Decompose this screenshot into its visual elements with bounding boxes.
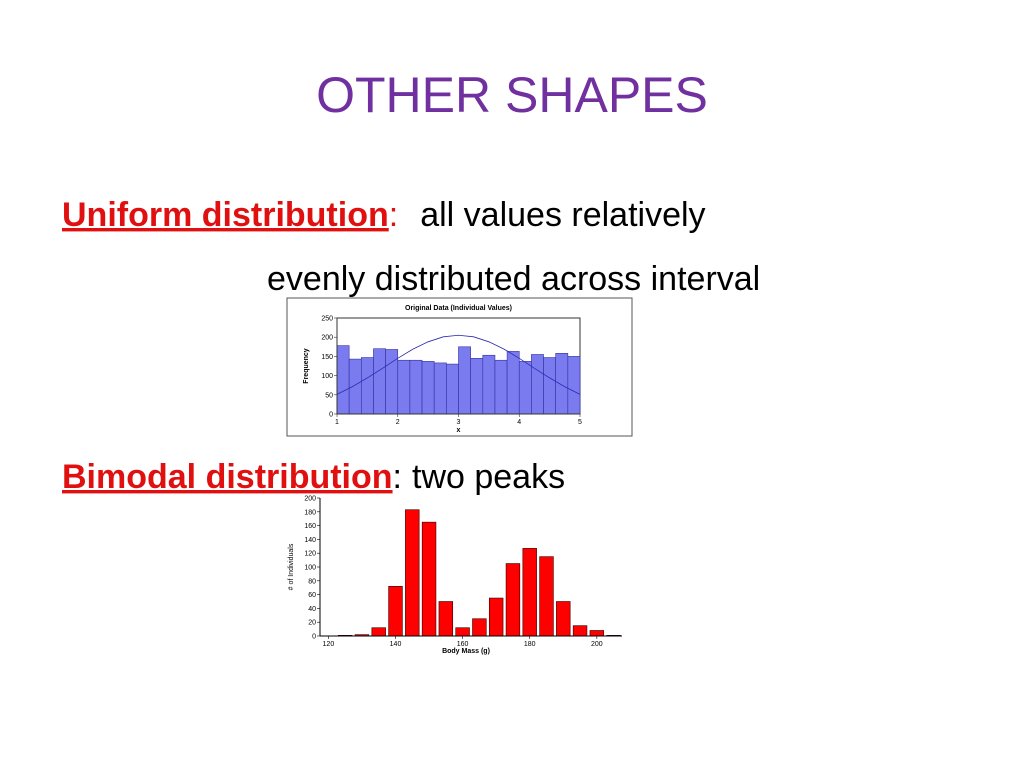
bar — [458, 346, 471, 415]
bar — [567, 356, 581, 415]
y-tick-label: 60 — [308, 592, 316, 599]
bar — [494, 359, 508, 415]
bar — [556, 601, 571, 637]
bar — [360, 357, 374, 415]
y-tick-label: 250 — [321, 316, 333, 323]
y-tick-label: 80 — [308, 578, 316, 585]
bar — [555, 353, 569, 415]
bar — [373, 348, 386, 415]
x-tick-label: 2 — [396, 419, 400, 426]
bar — [409, 359, 423, 415]
bar — [421, 361, 435, 415]
x-tick-label: 180 — [524, 641, 536, 648]
item-text: two peaks — [412, 458, 565, 496]
y-tick-label: 0 — [312, 634, 316, 641]
bar — [539, 556, 554, 637]
bar — [522, 548, 537, 637]
bar — [543, 357, 556, 415]
item-text: evenly distributed across interval — [267, 260, 760, 298]
bar — [371, 627, 386, 637]
x-axis-label: Body Mass (g) — [442, 648, 490, 655]
bar — [505, 563, 521, 637]
x-axis-label: x — [457, 427, 461, 434]
y-axis-label: Frequency — [303, 348, 310, 384]
bar — [518, 361, 532, 415]
y-tick-label: 160 — [304, 523, 316, 530]
bar — [482, 354, 496, 415]
bar — [336, 345, 350, 415]
bar — [589, 630, 605, 637]
chart-title: Original Data (Individual Values) — [405, 305, 512, 312]
bar — [506, 351, 520, 415]
bar — [388, 586, 403, 637]
bar — [405, 509, 420, 637]
x-tick-label: 5 — [578, 419, 582, 426]
term: Uniform distribution — [62, 196, 389, 234]
item: Uniform distribution: all values relative… — [62, 196, 706, 234]
y-tick-label: 120 — [304, 551, 316, 558]
slide-title: OTHER SHAPES — [316, 67, 708, 123]
fit-curve — [336, 334, 581, 395]
y-tick-label: 200 — [304, 496, 316, 503]
x-tick-label: 160 — [457, 641, 469, 648]
y-tick-label: 50 — [325, 392, 333, 399]
bar — [421, 521, 437, 637]
x-tick-label: 120 — [323, 641, 335, 648]
bar — [470, 358, 484, 415]
y-tick-label: 180 — [304, 509, 316, 516]
bar — [438, 601, 454, 637]
x-tick-label: 1 — [335, 419, 339, 426]
bar — [446, 363, 459, 415]
separator: : — [393, 458, 402, 496]
separator: : — [389, 196, 398, 234]
bar — [531, 354, 544, 415]
bar — [488, 597, 504, 637]
x-tick-label: 200 — [591, 641, 603, 648]
item-text: all values relatively — [420, 196, 705, 234]
x-tick-label: 140 — [390, 641, 402, 648]
x-tick-label: 3 — [457, 419, 461, 426]
bar — [433, 362, 447, 415]
bar — [455, 627, 470, 637]
bar — [472, 618, 487, 637]
item: Bimodal distribution: two peaks — [62, 458, 565, 496]
y-axis-label: # of Individuals — [288, 543, 295, 590]
bar — [348, 358, 362, 415]
bar — [397, 359, 411, 415]
y-tick-label: 140 — [304, 537, 316, 544]
y-tick-label: 20 — [308, 620, 316, 627]
y-tick-label: 40 — [308, 606, 316, 613]
y-tick-label: 100 — [321, 373, 333, 380]
y-tick-label: 0 — [329, 412, 333, 419]
x-tick-label: 4 — [517, 419, 521, 426]
y-tick-label: 100 — [304, 565, 316, 572]
y-tick-label: 150 — [321, 354, 333, 361]
term: Bimodal distribution — [62, 458, 393, 496]
y-tick-label: 200 — [321, 335, 333, 342]
bar — [572, 625, 588, 637]
